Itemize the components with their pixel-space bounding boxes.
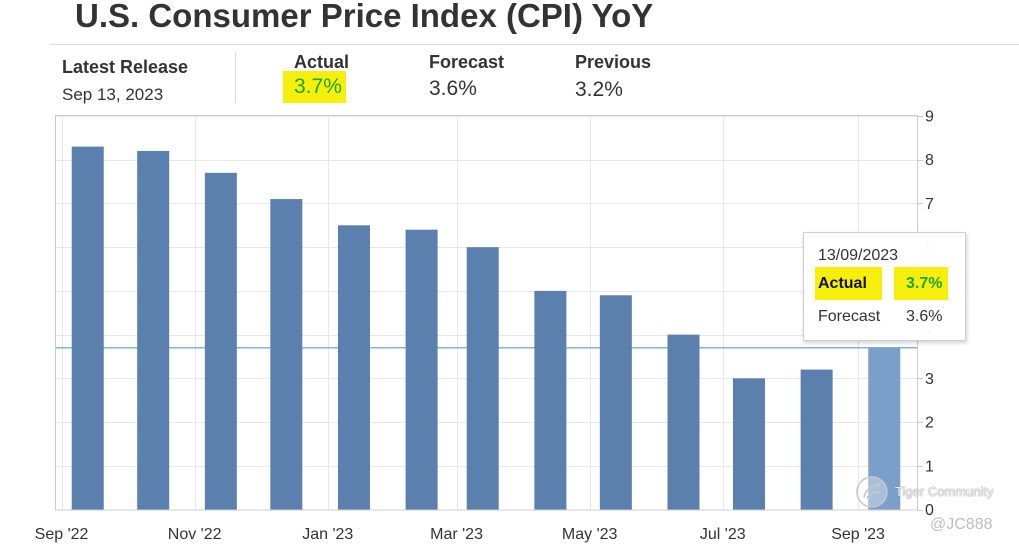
actual-value: 3.7% [294,75,342,98]
bar-5[interactable] [337,225,370,510]
y-tick-label: 9 [925,109,934,126]
x-tick-label: Jan '23 [302,526,353,543]
latest-release-date: Sep 13, 2023 [62,85,164,104]
actual-highlight: 3.7% [283,71,346,103]
header-divider [235,52,236,103]
y-tick-label: 2 [925,415,934,432]
header-rule [50,44,1019,45]
bar-7[interactable] [466,247,499,510]
bar-1[interactable] [71,146,104,510]
bar-8[interactable] [534,290,567,510]
y-tick-label: 1 [925,458,934,475]
x-tick-label: Jul '23 [700,526,746,543]
bar-6[interactable] [405,229,438,510]
bar-11[interactable] [732,378,765,510]
bar-9[interactable] [599,295,632,510]
tooltip-date: 13/09/2023 [818,247,899,264]
axes [55,115,923,511]
previous-value: 3.2% [575,78,623,101]
previous-label: Previous [575,52,652,72]
actual-label: Actual [294,52,350,72]
page-title: U.S. Consumer Price Index (CPI) YoY [75,0,654,34]
y-tick-label: 0 [925,502,934,519]
tooltip-actual-label: Actual [815,267,882,300]
x-tick-label: Sep '23 [831,526,885,543]
bar-3[interactable] [204,172,237,510]
watermark-brand: Tiger Community [895,484,994,499]
bar-4[interactable] [270,199,303,510]
tiger-logo-icon [856,476,888,508]
tooltip-forecast-value: 3.6% [906,308,943,325]
x-tick-label: Nov '22 [168,526,222,543]
forecast-value: 3.6% [429,77,477,100]
bar-10[interactable] [667,334,700,510]
watermark-handle: @JC888 [930,516,993,533]
chart-tooltip: 13/09/2023 Actual 3.7% Forecast 3.6% [803,232,966,341]
bars [71,146,901,510]
y-tick-label: 8 [925,152,934,169]
bar-12[interactable] [800,369,833,510]
x-tick-label: Sep '22 [35,526,89,543]
y-tick-label: 7 [925,196,934,213]
x-tick-label: May '23 [562,526,618,543]
latest-release-label: Latest Release [62,57,189,77]
x-tick-labels: Sep '22 Nov '22 Jan '23 Mar '23 May '23 Jul '… [35,526,885,543]
y-tick-label: 3 [925,371,934,388]
gridlines [55,116,917,510]
bar-2[interactable] [137,150,170,510]
tooltip-actual-value: 3.7% [894,267,948,300]
forecast-label: Forecast [429,52,505,72]
tooltip-forecast-label: Forecast [818,308,881,325]
x-tick-label: Mar '23 [430,526,483,543]
